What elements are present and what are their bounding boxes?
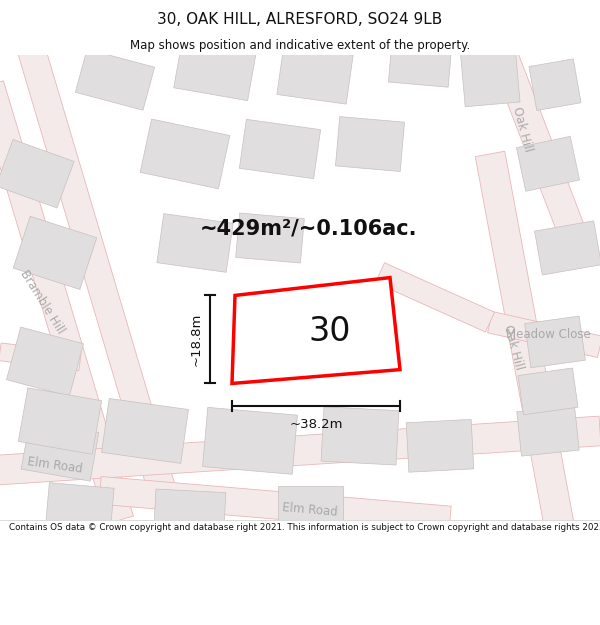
Text: Elm Road: Elm Road	[26, 455, 83, 476]
Text: ~18.8m: ~18.8m	[190, 312, 203, 366]
Polygon shape	[0, 343, 81, 371]
Polygon shape	[487, 40, 593, 258]
Text: 30, OAK HILL, ALRESFORD, SO24 9LB: 30, OAK HILL, ALRESFORD, SO24 9LB	[157, 12, 443, 27]
Text: Elm Road: Elm Road	[282, 501, 338, 519]
Polygon shape	[0, 81, 133, 524]
Polygon shape	[17, 41, 178, 504]
Text: Oak Hill: Oak Hill	[510, 105, 534, 153]
Polygon shape	[529, 59, 581, 111]
Polygon shape	[13, 216, 97, 289]
Polygon shape	[21, 421, 99, 481]
Text: 30: 30	[308, 315, 350, 348]
Polygon shape	[475, 151, 575, 532]
Polygon shape	[140, 119, 230, 189]
Polygon shape	[46, 482, 114, 528]
Polygon shape	[203, 408, 298, 474]
Polygon shape	[76, 49, 155, 110]
Polygon shape	[518, 368, 578, 415]
Polygon shape	[157, 214, 233, 272]
Polygon shape	[388, 42, 452, 88]
Polygon shape	[376, 262, 494, 332]
Polygon shape	[277, 486, 343, 524]
Polygon shape	[0, 416, 600, 486]
Text: Map shows position and indicative extent of the property.: Map shows position and indicative extent…	[130, 39, 470, 51]
Polygon shape	[335, 117, 404, 171]
Polygon shape	[0, 139, 74, 208]
Polygon shape	[236, 213, 304, 263]
Polygon shape	[517, 406, 579, 456]
Text: Bramble Hill: Bramble Hill	[17, 268, 67, 337]
Polygon shape	[524, 316, 586, 368]
Text: Contains OS data © Crown copyright and database right 2021. This information is : Contains OS data © Crown copyright and d…	[9, 523, 600, 532]
Polygon shape	[154, 489, 226, 528]
Polygon shape	[517, 136, 580, 191]
Polygon shape	[232, 278, 400, 384]
Polygon shape	[101, 399, 188, 463]
Text: Oak Hill: Oak Hill	[501, 323, 525, 371]
Polygon shape	[239, 119, 320, 179]
Polygon shape	[277, 46, 353, 104]
Polygon shape	[174, 39, 256, 101]
Polygon shape	[18, 388, 102, 454]
Text: Meadow Close: Meadow Close	[506, 328, 590, 341]
Polygon shape	[99, 476, 451, 534]
Polygon shape	[406, 419, 474, 472]
Polygon shape	[460, 43, 520, 107]
Polygon shape	[7, 327, 83, 396]
Text: ~38.2m: ~38.2m	[289, 418, 343, 431]
Polygon shape	[488, 311, 600, 358]
Text: ~429m²/~0.106ac.: ~429m²/~0.106ac.	[200, 218, 418, 238]
Polygon shape	[321, 407, 399, 465]
Polygon shape	[535, 221, 600, 275]
